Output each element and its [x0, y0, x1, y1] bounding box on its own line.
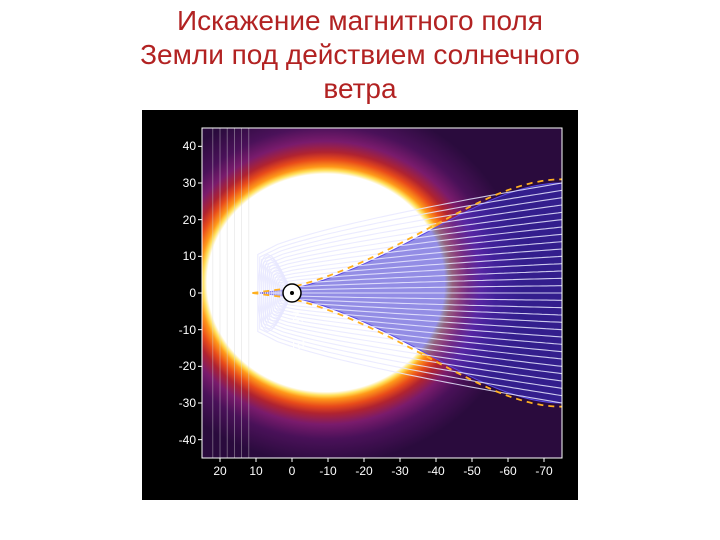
x-tick: 10 [241, 464, 271, 478]
x-tick: -50 [457, 464, 487, 478]
title-line-1: Искажение магнитного поля [177, 5, 543, 36]
y-tick: 20 [166, 213, 196, 227]
x-tick: -30 [385, 464, 415, 478]
slide: { "title_lines": ["Искажение магнитного … [0, 0, 720, 540]
x-tick: -70 [529, 464, 559, 478]
y-tick: -40 [166, 433, 196, 447]
title-line-3: ветра [323, 73, 396, 104]
y-tick: 30 [166, 176, 196, 190]
magnetosphere-plot: Z, RE X, RE 403020100-10-20-30-4020100-1… [142, 110, 578, 500]
y-tick: -20 [166, 359, 196, 373]
y-tick: -10 [166, 323, 196, 337]
x-tick: 0 [277, 464, 307, 478]
y-tick: 40 [166, 139, 196, 153]
y-tick: 10 [166, 249, 196, 263]
plot-svg [142, 110, 578, 500]
y-tick: -30 [166, 396, 196, 410]
page-title: Искажение магнитного поля Земли под дейс… [0, 0, 720, 106]
x-tick: 20 [205, 464, 235, 478]
y-tick: 0 [166, 286, 196, 300]
y-axis-label: Z, RE [292, 310, 311, 352]
x-tick: -60 [493, 464, 523, 478]
x-tick: -10 [313, 464, 343, 478]
x-tick: -20 [349, 464, 379, 478]
x-tick: -40 [421, 464, 451, 478]
title-line-2: Земли под действием солнечного [140, 39, 580, 70]
